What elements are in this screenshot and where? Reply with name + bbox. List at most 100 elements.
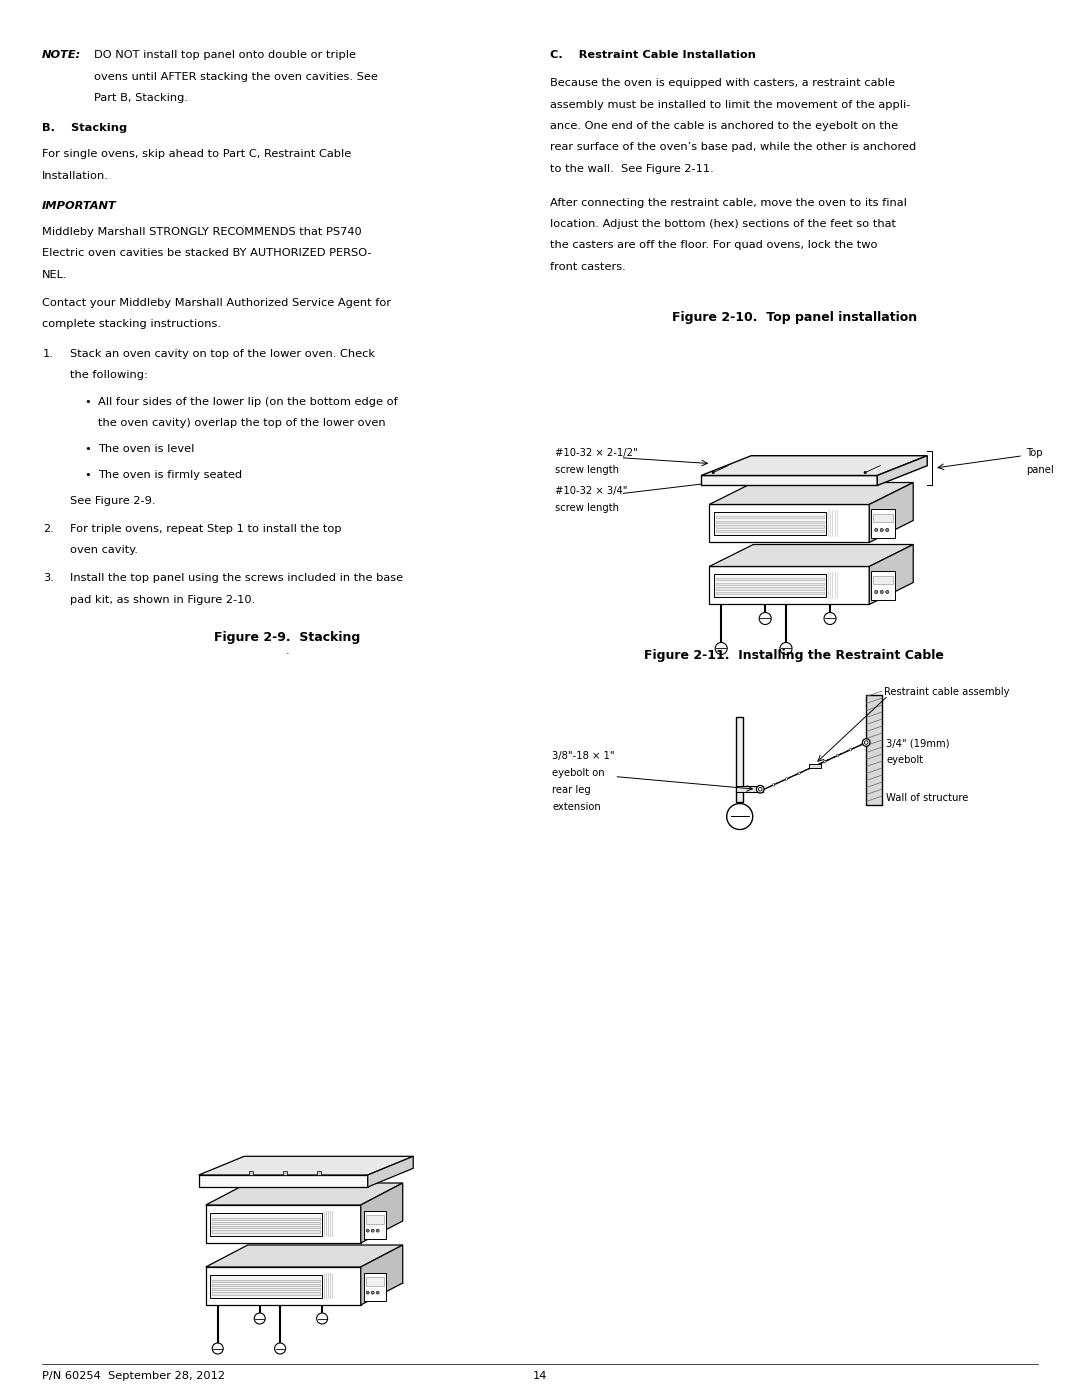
Circle shape (372, 1229, 375, 1232)
Bar (716, 529, 824, 532)
Bar (364, 1273, 386, 1301)
Text: 2.: 2. (43, 524, 54, 534)
Bar (714, 574, 826, 597)
Text: rear surface of the oven’s base pad, while the other is anchored: rear surface of the oven’s base pad, whi… (551, 142, 917, 152)
Text: •: • (84, 397, 91, 407)
Text: Electric oven cavities be stacked BY AUTHORIZED PERSO-: Electric oven cavities be stacked BY AUT… (42, 249, 372, 258)
Circle shape (274, 1343, 285, 1354)
Circle shape (727, 803, 753, 830)
Polygon shape (701, 475, 877, 486)
Bar (213, 1280, 320, 1282)
Text: Install the top panel using the screws included in the base: Install the top panel using the screws i… (70, 574, 403, 584)
Text: For triple ovens, repeat Step 1 to install the top: For triple ovens, repeat Step 1 to insta… (70, 524, 341, 534)
Text: extension: extension (553, 802, 602, 813)
Bar (211, 1213, 322, 1236)
Bar (213, 1292, 320, 1295)
Text: DO NOT install top panel onto double or triple: DO NOT install top panel onto double or … (94, 50, 356, 60)
Circle shape (366, 1229, 369, 1232)
Bar (866, 696, 882, 806)
Text: For single ovens, skip ahead to Part C, Restraint Cable: For single ovens, skip ahead to Part C, … (42, 149, 351, 159)
Bar (716, 517, 824, 518)
Bar (364, 1211, 386, 1239)
Bar (714, 513, 826, 535)
Polygon shape (199, 1175, 367, 1187)
Text: ance. One end of the cable is anchored to the eyebolt on the: ance. One end of the cable is anchored t… (551, 122, 899, 131)
Bar (213, 1218, 320, 1220)
Circle shape (758, 788, 762, 791)
Text: screw length: screw length (555, 503, 620, 513)
Text: All four sides of the lower lip (on the bottom edge of: All four sides of the lower lip (on the … (98, 397, 397, 407)
Circle shape (366, 1291, 369, 1294)
Text: Top: Top (1026, 447, 1042, 458)
Bar (213, 1288, 320, 1291)
Circle shape (811, 766, 813, 768)
Circle shape (824, 612, 836, 624)
Bar (737, 718, 743, 802)
Text: Because the oven is equipped with casters, a restraint cable: Because the oven is equipped with caster… (551, 78, 895, 88)
Circle shape (715, 643, 727, 655)
Bar (283, 1171, 287, 1175)
Bar (366, 1215, 383, 1224)
Bar (716, 587, 824, 590)
Text: 1.: 1. (43, 349, 54, 359)
Circle shape (372, 1291, 375, 1294)
Polygon shape (869, 545, 914, 605)
Circle shape (886, 528, 889, 532)
Text: location. Adjust the bottom (hex) sections of the feet so that: location. Adjust the bottom (hex) sectio… (551, 219, 896, 229)
Text: .: . (285, 645, 289, 657)
Polygon shape (367, 1157, 414, 1187)
Text: Figure 2-10.  Top panel installation: Figure 2-10. Top panel installation (672, 312, 917, 324)
Text: Middleby Marshall STRONGLY RECOMMENDS that PS740: Middleby Marshall STRONGLY RECOMMENDS th… (42, 226, 362, 236)
Text: #10-32 × 2-1/2": #10-32 × 2-1/2" (555, 447, 638, 458)
Text: panel: panel (1026, 465, 1054, 475)
Circle shape (875, 528, 878, 532)
Text: ovens until AFTER stacking the oven cavities. See: ovens until AFTER stacking the oven cavi… (94, 71, 378, 81)
Text: the casters are off the floor. For quad ovens, lock the two: the casters are off the floor. For quad … (551, 240, 878, 250)
Text: NOTE:: NOTE: (42, 50, 81, 60)
Text: 14: 14 (532, 1370, 548, 1382)
Text: Figure 2-9.  Stacking: Figure 2-9. Stacking (214, 631, 361, 644)
Bar (716, 583, 824, 585)
Text: C.    Restraint Cable Installation: C. Restraint Cable Installation (551, 50, 756, 60)
Text: The oven is level: The oven is level (98, 444, 194, 454)
Circle shape (863, 739, 870, 746)
Polygon shape (701, 455, 928, 475)
Circle shape (880, 591, 883, 594)
Bar (211, 1274, 322, 1298)
Circle shape (864, 740, 868, 745)
Bar (318, 1171, 321, 1175)
Bar (716, 592, 824, 594)
Text: 3/8"-18 × 1": 3/8"-18 × 1" (553, 752, 616, 761)
Circle shape (316, 1313, 327, 1324)
Text: oven cavity.: oven cavity. (70, 545, 138, 556)
Text: Restraint cable assembly: Restraint cable assembly (885, 687, 1010, 697)
Bar (809, 764, 821, 768)
Text: eyebolt on: eyebolt on (553, 768, 605, 778)
Bar (872, 571, 895, 599)
Polygon shape (710, 482, 914, 504)
Bar (213, 1222, 320, 1224)
Text: After connecting the restraint cable, move the oven to its final: After connecting the restraint cable, mo… (551, 197, 907, 208)
Polygon shape (199, 1157, 414, 1175)
Polygon shape (205, 1245, 403, 1267)
Text: the following:: the following: (70, 370, 148, 380)
Polygon shape (361, 1183, 403, 1243)
Circle shape (862, 743, 864, 745)
Polygon shape (205, 1267, 361, 1305)
Text: NEL.: NEL. (42, 270, 67, 279)
Text: front casters.: front casters. (551, 263, 626, 272)
Text: •: • (84, 469, 91, 481)
Text: Part B, Stacking.: Part B, Stacking. (94, 94, 188, 103)
Text: 3/4" (19mm): 3/4" (19mm) (887, 739, 949, 749)
Text: the oven cavity) overlap the top of the lower oven: the oven cavity) overlap the top of the … (98, 418, 386, 427)
Bar (737, 787, 764, 792)
Text: complete stacking instructions.: complete stacking instructions. (42, 319, 221, 330)
Bar (716, 578, 824, 581)
Text: Installation.: Installation. (42, 170, 109, 180)
Circle shape (712, 471, 715, 474)
Bar (249, 1171, 254, 1175)
Text: to the wall.  See Figure 2-11.: to the wall. See Figure 2-11. (551, 163, 714, 175)
Bar (213, 1231, 320, 1232)
Circle shape (836, 754, 839, 757)
Text: Figure 2-11.  Installing the Restraint Cable: Figure 2-11. Installing the Restraint Ca… (645, 650, 944, 662)
